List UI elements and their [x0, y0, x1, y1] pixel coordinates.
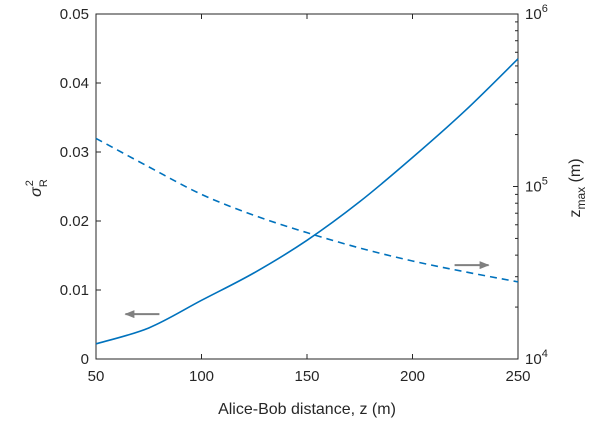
left-y-tick-label: 0.04 — [60, 75, 89, 92]
right-y-tick-label: 104 — [525, 348, 548, 368]
right-y-label-subscript: max — [574, 187, 588, 210]
x-tick-label: 250 — [505, 368, 530, 385]
right-y-tick-base: 10 — [525, 351, 542, 368]
left-y-tick-label: 0.05 — [60, 6, 89, 23]
annotation-layer — [124, 261, 490, 319]
right-y-tick-exponent: 6 — [542, 3, 548, 15]
x-axis-label: Alice-Bob distance, z (m) — [218, 401, 396, 418]
left-y-label-superscript: 2 — [24, 180, 36, 186]
left-y-tick-label: 0.02 — [60, 213, 89, 230]
right-y-tick-label: 106 — [525, 3, 548, 23]
right-y-label-main: z — [567, 210, 584, 218]
right-y-tick-exponent: 4 — [542, 348, 548, 360]
right-y-axis-label: zmax (m) — [567, 158, 588, 217]
plot-frame — [95, 13, 519, 360]
left-y-label-symbol: σ — [28, 186, 45, 197]
right-y-tick-base: 10 — [525, 179, 542, 196]
x-tick-label: 200 — [400, 368, 425, 385]
svg-text:zmax (m): zmax (m) — [567, 158, 588, 217]
right-y-tick-exponent: 5 — [542, 176, 548, 188]
left-y-axis-label: σ2 R — [24, 179, 50, 197]
right-y-tick-label: 105 — [525, 176, 548, 196]
right-y-tick-base: 10 — [525, 6, 542, 23]
right-y-label-unit: (m) — [567, 158, 584, 186]
x-tick-label: 150 — [294, 368, 319, 385]
series-line-sigma-solid — [95, 58, 519, 345]
left-y-tick-label: 0.01 — [60, 282, 89, 299]
series-line-zmax-dashed — [95, 137, 519, 283]
x-tick-label: 100 — [189, 368, 214, 385]
left-y-tick-label: 0 — [81, 351, 89, 368]
svg-text:σ2R: σ2 R — [24, 179, 50, 197]
x-tick-label: 50 — [88, 368, 105, 385]
series-layer — [95, 58, 519, 345]
left-y-tick-label: 0.03 — [60, 144, 89, 161]
left-y-axis: 0 0.01 0.02 0.03 0.04 0.05 — [60, 6, 101, 368]
x-axis: 50 100 150 200 250 — [88, 14, 531, 385]
left-y-label-subscript: R — [38, 179, 50, 187]
